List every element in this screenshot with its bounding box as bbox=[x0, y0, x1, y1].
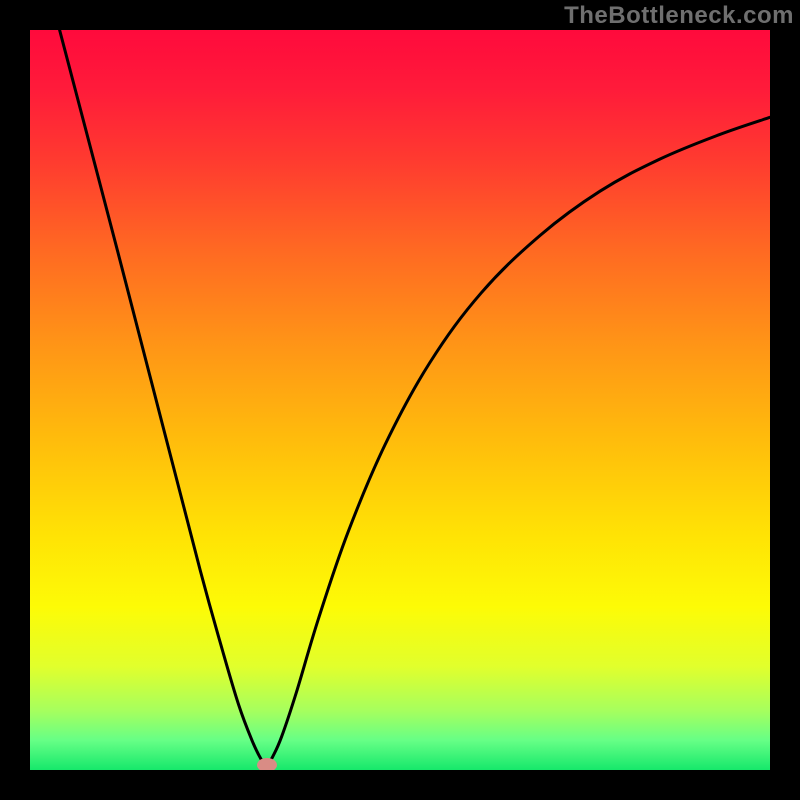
optimum-marker bbox=[257, 758, 277, 770]
curve-right-branch bbox=[267, 117, 770, 766]
frame-border-right bbox=[770, 0, 800, 800]
frame-border-bottom bbox=[0, 770, 800, 800]
bottleneck-curve bbox=[30, 30, 770, 770]
plot-area bbox=[30, 30, 770, 770]
watermark-text: TheBottleneck.com bbox=[564, 2, 794, 30]
frame-border-left bbox=[0, 0, 30, 800]
curve-left-branch bbox=[60, 30, 267, 766]
